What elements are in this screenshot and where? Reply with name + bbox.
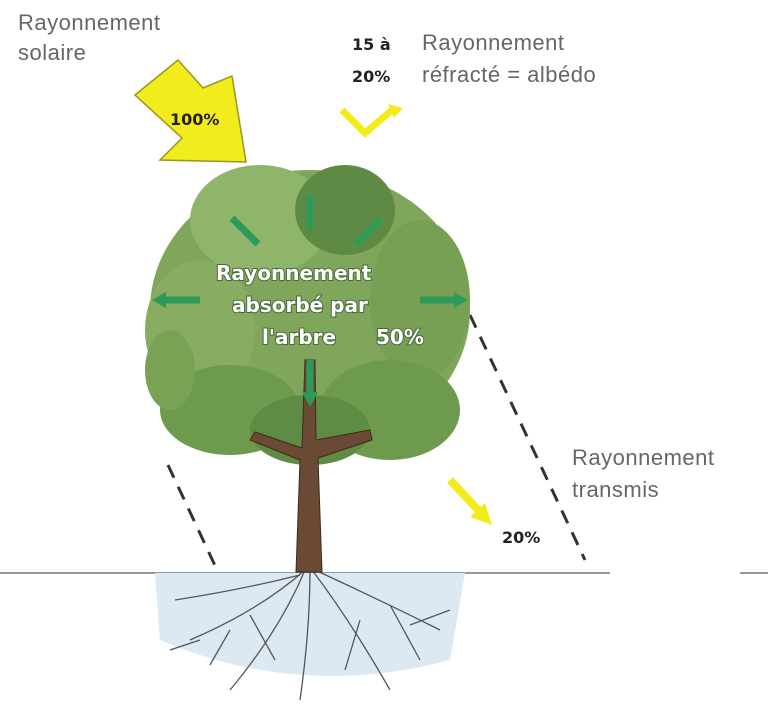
dashed-line bbox=[168, 465, 218, 572]
albedo-arrow bbox=[342, 110, 392, 133]
label: absorbé par bbox=[232, 293, 368, 317]
label: Rayonnement bbox=[422, 30, 564, 55]
diagram: Rayonnement solaire 100% 15 à 20% Rayonn… bbox=[0, 0, 768, 705]
label: Rayonnement bbox=[572, 445, 714, 470]
label: l'arbre bbox=[262, 325, 336, 349]
label: transmis bbox=[572, 477, 659, 502]
label: solaire bbox=[18, 40, 86, 65]
label: Rayonnement bbox=[216, 261, 372, 285]
transmitted-arrow bbox=[450, 480, 480, 512]
percent: 100% bbox=[170, 110, 219, 129]
percent: 20% bbox=[352, 67, 390, 86]
percent: 20% bbox=[502, 528, 540, 547]
percent: 15 à bbox=[352, 35, 391, 54]
label: réfracté = albédo bbox=[422, 62, 596, 87]
label: Rayonnement bbox=[18, 10, 160, 35]
percent: 50% bbox=[376, 325, 424, 349]
